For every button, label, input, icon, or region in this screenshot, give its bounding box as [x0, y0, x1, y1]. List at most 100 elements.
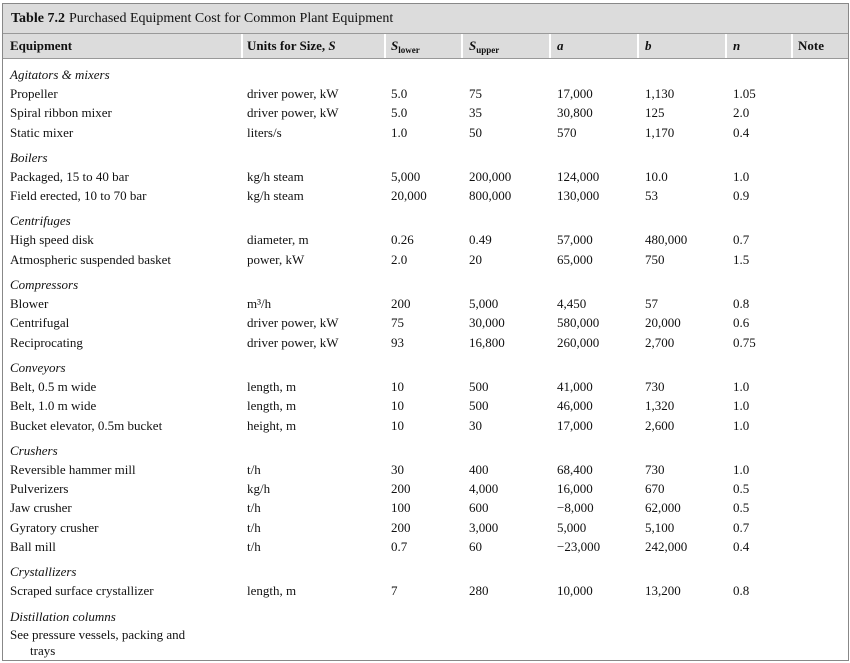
table-cell: 400: [469, 461, 489, 477]
table-cell: 5.0: [391, 86, 408, 101]
table-cell: height, m: [247, 417, 297, 433]
table-cell: Static mixer: [10, 124, 74, 140]
table-cell: Propeller: [10, 86, 58, 101]
table-row: High speed disk diameter, m 0.26 0.49 57,000…: [3, 230, 848, 249]
table-cell: 0.8: [733, 296, 750, 312]
table-cell: Blower: [10, 296, 49, 312]
section-heading: Crushers: [10, 442, 58, 458]
table-cell: 200: [391, 481, 411, 497]
table-cell: −8,000: [557, 500, 594, 516]
section-heading-row: Distillation columns: [3, 607, 848, 626]
table: Table 7.2 Purchased Equipment Cost for Co…: [2, 3, 849, 661]
table-cell: 30: [469, 417, 482, 433]
table-cell: length, m: [247, 583, 297, 599]
table-row: Belt, 1.0 m wide length, m 10 500 46,000 1,32…: [3, 396, 848, 415]
table-row: Scraped surface crystallizer length, m 7 28…: [3, 581, 848, 600]
table-cell: 20,000: [645, 315, 681, 331]
table-cell: 2.0: [391, 251, 408, 267]
table-cell: 17,000: [557, 417, 593, 433]
table-cell: 46,000: [557, 398, 593, 414]
table-cell: 0.49: [469, 232, 492, 248]
table-cell: driver power, kW: [247, 86, 339, 101]
table-cell: 16,000: [557, 481, 593, 497]
table-cell: power, kW: [247, 251, 305, 267]
table-cell: 1.0: [733, 378, 750, 394]
table-cell: driver power, kW: [247, 315, 339, 331]
column-separator: [549, 34, 551, 58]
table-cell: driver power, kW: [247, 334, 339, 350]
table-cell: 1.0: [733, 461, 750, 477]
table-cell: 1,320: [645, 398, 675, 414]
table-cell: kg/h: [247, 481, 271, 497]
header-variable: S: [469, 38, 477, 53]
table-cell: t/h: [247, 539, 261, 555]
table-cell: kg/h steam: [247, 168, 304, 184]
header-cell: n: [733, 34, 740, 58]
table-cell: Spiral ribbon mixer: [10, 105, 112, 121]
table-row: Propeller driver power, kW 5.0 75 17,000 1,13…: [3, 84, 848, 103]
table-cell: 4,450: [557, 296, 587, 312]
table-cell: 57: [645, 296, 658, 312]
table-cell: 670: [645, 481, 665, 497]
table-cell: 60: [469, 539, 482, 555]
header-text: Units for Size,: [247, 38, 329, 53]
table-cell: 53: [645, 188, 658, 204]
table-cell: 3,000: [469, 519, 499, 535]
section-heading: Crystallizers: [10, 564, 77, 580]
table-cell: 130,000: [557, 188, 600, 204]
table-cell: See pressure vessels, packing and trays: [10, 626, 186, 658]
table-cell: 200,000: [469, 168, 512, 184]
header-variable: a: [557, 38, 564, 53]
table-row: Atmospheric suspended basket power, kW 2.0…: [3, 250, 848, 269]
header-cell: Note: [798, 34, 824, 58]
table-cell: 7: [391, 583, 398, 599]
table-title: Table 7.2 Purchased Equipment Cost for Co…: [3, 4, 848, 34]
table-cell: 93: [391, 334, 404, 350]
table-cell: driver power, kW: [247, 105, 339, 121]
table-cell: 570: [557, 124, 577, 140]
table-cell: 200: [391, 296, 411, 312]
table-cell: 2,600: [645, 417, 675, 433]
table-cell: 1.0: [733, 417, 750, 433]
header-subscript: lower: [398, 45, 420, 55]
section-heading-row: Crystallizers: [3, 562, 848, 581]
table-cell: length, m: [247, 398, 297, 414]
table-cell: length, m: [247, 378, 297, 394]
header-cell: Equipment: [10, 34, 72, 58]
table-cell: 30: [391, 461, 404, 477]
table-cell: 62,000: [645, 500, 681, 516]
header-text: Note: [798, 38, 824, 53]
section-heading-row: Boilers: [3, 148, 848, 167]
table-cell: 2,700: [645, 334, 675, 350]
table-cell: t/h: [247, 519, 261, 535]
table-caption: Purchased Equipment Cost for Common Plan…: [68, 11, 394, 26]
table-cell: Packaged, 15 to 40 bar: [10, 168, 129, 184]
table-cell: 50: [469, 124, 482, 140]
header-variable: S: [391, 38, 399, 53]
table-body: Agitators & mixers Propeller driver power,…: [3, 65, 848, 660]
header-cell: Units for Size, S: [247, 34, 336, 58]
table-row: Belt, 0.5 m wide length, m 10 500 41,000 730 1…: [3, 377, 848, 396]
table-cell: 10: [391, 398, 404, 414]
header-text: Equipment: [10, 38, 73, 53]
table-cell: 41,000: [557, 378, 593, 394]
table-cell: −23,000: [557, 539, 601, 555]
table-row: Ball mill t/h 0.7 60 −23,000 242,000 0.4: [3, 537, 848, 556]
table-cell: 730: [645, 378, 665, 394]
table-cell: Reversible hammer mill: [10, 461, 136, 477]
section-heading: Centrifuges: [10, 213, 71, 229]
table-cell: kg/h steam: [247, 188, 304, 204]
header-variable: S: [328, 38, 336, 53]
section-heading-row: Conveyors: [3, 358, 848, 377]
table-cell: 0.8: [733, 583, 750, 599]
table-cell: 260,000: [557, 334, 600, 350]
table-cell: 0.26: [391, 232, 414, 248]
column-separator: [725, 34, 727, 58]
section-heading: Distillation columns: [10, 608, 116, 624]
table-cell: t/h: [247, 500, 261, 516]
table-cell: Atmospheric suspended basket: [10, 251, 172, 267]
table-cell: 5,100: [645, 519, 675, 535]
table-cell: 730: [645, 461, 665, 477]
table-cell: 0.7: [733, 519, 750, 535]
